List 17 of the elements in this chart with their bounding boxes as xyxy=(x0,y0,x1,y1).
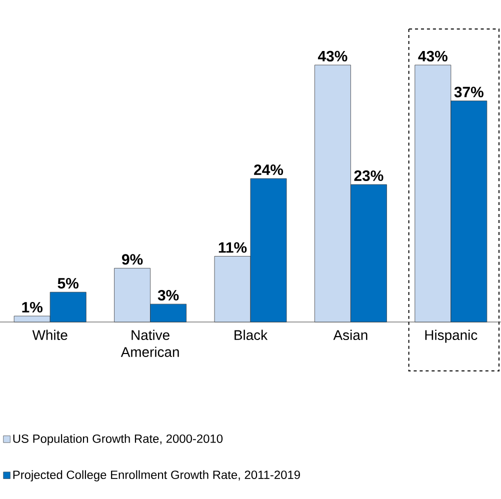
data-label: 43% xyxy=(418,50,448,62)
x-tick-label: White xyxy=(32,330,68,340)
x-tick-label: Hispanic xyxy=(425,330,478,343)
legend-label: US Population Growth Rate, 2000-2010 xyxy=(13,434,223,446)
data-label: 9% xyxy=(122,254,143,265)
x-tick-label: Black xyxy=(234,330,268,340)
x-tick-label: Asian xyxy=(333,330,368,340)
data-label: 5% xyxy=(58,278,78,289)
data-label: 37% xyxy=(454,86,484,98)
data-label: 11% xyxy=(218,242,247,253)
x-tick-label: Native American xyxy=(120,330,179,357)
legend-label: Projected College Enrollment Growth Rate, 2011-2019 xyxy=(13,470,300,482)
data-label: 1% xyxy=(22,302,42,312)
data-label: 24% xyxy=(254,164,284,176)
data-label: 23% xyxy=(354,170,384,182)
data-label: 3% xyxy=(158,290,179,301)
data-label: 43% xyxy=(318,50,348,62)
